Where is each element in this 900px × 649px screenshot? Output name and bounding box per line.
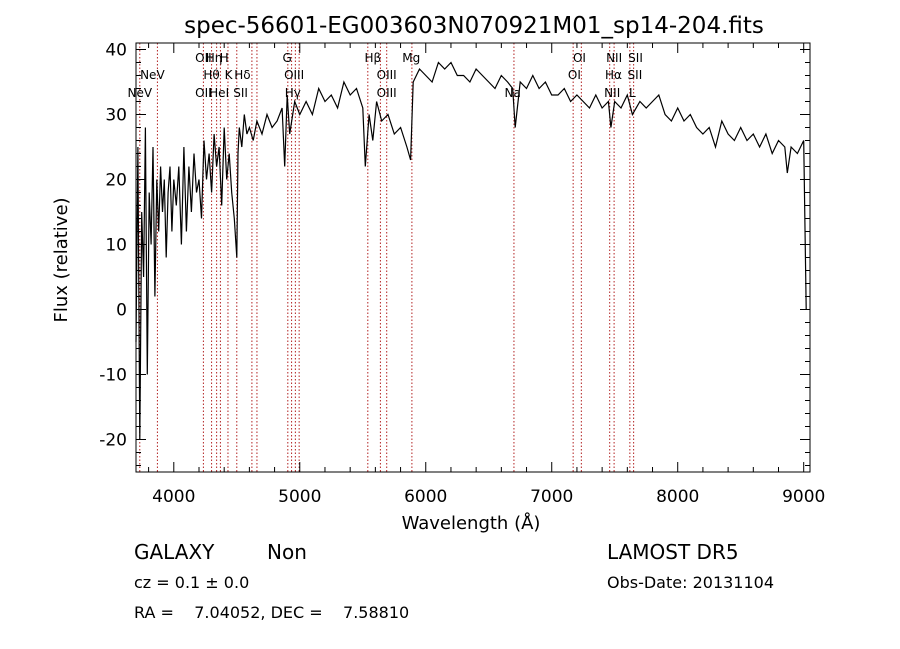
obs-date: Obs-Date: 20131104: [607, 573, 775, 592]
line-label: OIII: [284, 68, 304, 82]
y-axis-label: Flux (relative): [51, 197, 72, 322]
x-tick-label: 6000: [404, 487, 447, 507]
line-label: NII: [604, 86, 620, 100]
x-tick-label: 7000: [530, 487, 573, 507]
line-label: OI: [573, 51, 586, 65]
x-axis: 4000 5000 6000 7000 8000 9000: [148, 43, 825, 507]
y-tick-label: 20: [105, 171, 127, 191]
spectrum-line: [135, 61, 807, 440]
x-tick-label: 4000: [152, 487, 195, 507]
line-label: Hθ: [203, 68, 219, 82]
y-axis: -20 -10 0 10 20 30 40: [99, 41, 810, 466]
line-label: OIII: [377, 68, 397, 82]
line-label: SII: [628, 51, 643, 65]
x-axis-label: Wavelength (Å): [402, 512, 541, 534]
line-label: OIII: [377, 86, 397, 100]
line-markers: [139, 43, 635, 472]
y-tick-label: -10: [99, 366, 127, 386]
y-tick-label: 40: [105, 41, 127, 61]
line-label: HeI: [209, 86, 229, 100]
line-label: Hγ: [285, 86, 301, 100]
survey-label: LAMOST DR5: [607, 540, 739, 564]
line-label: Hη: [206, 51, 223, 65]
line-label: SII: [233, 86, 248, 100]
x-tick-label: 9000: [782, 487, 825, 507]
y-tick-label: 30: [105, 106, 127, 126]
line-label: NeV: [127, 86, 152, 100]
line-label: Hα: [605, 68, 622, 82]
x-tick-label: 8000: [656, 487, 699, 507]
y-tick-label: -20: [99, 431, 127, 451]
line-label: OI: [568, 68, 581, 82]
y-tick-label: 10: [105, 236, 127, 256]
line-label: H: [220, 51, 229, 65]
x-tick-label: 5000: [278, 487, 321, 507]
subclass-label: Non: [267, 540, 307, 564]
ra-dec-readout: RA = 7.04052, DEC = 7.58810: [134, 603, 410, 622]
line-label: Hδ: [234, 68, 250, 82]
line-label: OII: [195, 51, 212, 65]
chart-title: spec-56601-EG003603N070921M01_sp14-204.f…: [184, 13, 764, 39]
class-label: GALAXY: [134, 540, 215, 564]
line-label: Mg: [402, 51, 420, 65]
line-label: L: [629, 86, 636, 100]
line-label: K: [225, 68, 234, 82]
line-label: NII: [606, 51, 622, 65]
line-label: NeV: [140, 68, 165, 82]
line-label: SII: [628, 68, 643, 82]
spectrum-series: [135, 61, 807, 440]
line-label: Hβ: [365, 51, 382, 65]
line-label: OII: [195, 86, 212, 100]
line-label: G: [283, 51, 292, 65]
cz-readout: cz = 0.1 ± 0.0: [134, 573, 250, 592]
line-label: Na: [505, 86, 521, 100]
y-tick-label: 0: [116, 301, 127, 321]
